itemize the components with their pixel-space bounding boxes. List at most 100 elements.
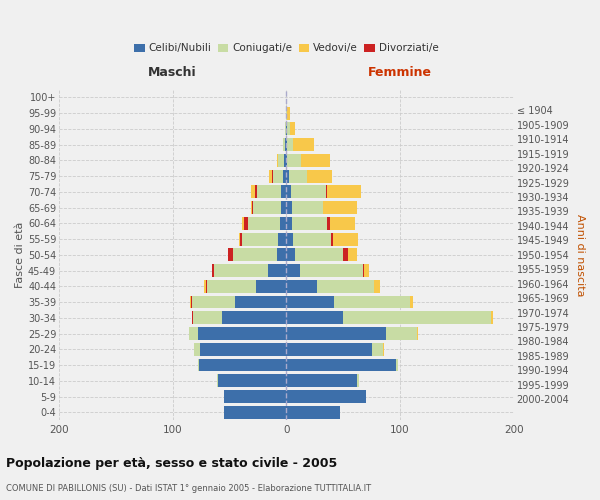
Bar bbox=[317, 280, 374, 293]
Bar bbox=[199, 358, 286, 372]
Bar bbox=[197, 358, 199, 372]
Bar bbox=[286, 327, 386, 340]
Bar bbox=[235, 296, 286, 308]
Bar bbox=[286, 312, 343, 324]
Bar bbox=[221, 312, 286, 324]
Text: Popolazione per età, sesso e stato civile - 2005: Popolazione per età, sesso e stato civil… bbox=[6, 458, 337, 470]
Bar bbox=[212, 264, 214, 277]
Bar bbox=[286, 358, 395, 372]
Bar bbox=[192, 296, 235, 308]
Bar bbox=[286, 264, 300, 277]
Bar bbox=[343, 248, 348, 262]
Text: Maschi: Maschi bbox=[148, 66, 197, 79]
Bar bbox=[329, 217, 355, 230]
Bar bbox=[257, 186, 281, 198]
Bar bbox=[256, 280, 286, 293]
Bar bbox=[291, 186, 326, 198]
Bar bbox=[417, 327, 418, 340]
Bar bbox=[286, 106, 287, 120]
Bar bbox=[491, 312, 493, 324]
Bar bbox=[229, 248, 233, 262]
Bar bbox=[286, 154, 287, 167]
Bar bbox=[286, 217, 292, 230]
Bar bbox=[362, 264, 364, 277]
Bar bbox=[248, 217, 280, 230]
Bar bbox=[280, 217, 286, 230]
Text: COMUNE DI PABILLONIS (SU) - Dati ISTAT 1° gennaio 2005 - Elaborazione TUTTITALIA: COMUNE DI PABILLONIS (SU) - Dati ISTAT 1… bbox=[6, 484, 371, 493]
Bar bbox=[281, 201, 286, 214]
Bar bbox=[331, 232, 333, 245]
Bar bbox=[224, 390, 286, 403]
Bar bbox=[348, 248, 357, 262]
Bar bbox=[357, 374, 359, 387]
Bar bbox=[278, 232, 286, 245]
Bar bbox=[343, 312, 491, 324]
Bar bbox=[192, 312, 193, 324]
Bar bbox=[286, 201, 292, 214]
Bar bbox=[295, 248, 343, 262]
Bar bbox=[286, 248, 295, 262]
Bar bbox=[194, 343, 200, 355]
Legend: Celibi/Nubili, Coniugati/e, Vedovi/e, Divorziati/e: Celibi/Nubili, Coniugati/e, Vedovi/e, Di… bbox=[134, 44, 439, 54]
Text: Femmine: Femmine bbox=[368, 66, 432, 79]
Bar bbox=[307, 170, 332, 182]
Bar bbox=[272, 170, 273, 182]
Bar bbox=[233, 248, 277, 262]
Bar bbox=[278, 154, 284, 167]
Bar bbox=[191, 296, 192, 308]
Bar bbox=[285, 122, 286, 136]
Bar bbox=[251, 186, 254, 198]
Bar bbox=[251, 201, 252, 214]
Bar bbox=[286, 343, 371, 355]
Bar bbox=[239, 232, 240, 245]
Bar bbox=[289, 170, 307, 182]
Bar bbox=[286, 374, 357, 387]
Bar bbox=[188, 327, 197, 340]
Bar bbox=[207, 280, 256, 293]
Bar bbox=[273, 170, 283, 182]
Bar bbox=[386, 327, 417, 340]
Bar bbox=[374, 280, 380, 293]
Bar bbox=[224, 406, 286, 418]
Bar bbox=[395, 358, 398, 372]
Bar bbox=[252, 201, 253, 214]
Bar bbox=[206, 280, 207, 293]
Bar bbox=[334, 296, 410, 308]
Bar bbox=[286, 390, 366, 403]
Bar bbox=[333, 232, 358, 245]
Bar bbox=[254, 186, 257, 198]
Bar bbox=[253, 201, 281, 214]
Bar bbox=[283, 138, 285, 151]
Bar bbox=[287, 106, 290, 120]
Bar bbox=[277, 248, 286, 262]
Bar bbox=[242, 217, 244, 230]
Bar bbox=[286, 186, 291, 198]
Bar bbox=[205, 280, 206, 293]
Bar bbox=[292, 217, 327, 230]
Bar bbox=[277, 154, 278, 167]
Bar bbox=[327, 217, 329, 230]
Bar bbox=[286, 170, 289, 182]
Bar bbox=[285, 138, 286, 151]
Bar bbox=[193, 312, 221, 324]
Bar bbox=[244, 217, 248, 230]
Bar bbox=[197, 327, 286, 340]
Y-axis label: Fasce di età: Fasce di età bbox=[15, 222, 25, 288]
Bar bbox=[190, 296, 191, 308]
Bar bbox=[410, 296, 413, 308]
Bar bbox=[218, 374, 286, 387]
Bar bbox=[326, 186, 327, 198]
Bar bbox=[286, 138, 287, 151]
Bar bbox=[301, 154, 329, 167]
Bar bbox=[217, 374, 218, 387]
Bar bbox=[292, 201, 323, 214]
Bar bbox=[269, 170, 272, 182]
Bar bbox=[286, 122, 287, 136]
Bar bbox=[371, 343, 383, 355]
Bar bbox=[286, 232, 293, 245]
Bar bbox=[283, 170, 286, 182]
Bar bbox=[286, 406, 340, 418]
Bar bbox=[290, 122, 295, 136]
Bar bbox=[287, 122, 290, 136]
Bar bbox=[281, 186, 286, 198]
